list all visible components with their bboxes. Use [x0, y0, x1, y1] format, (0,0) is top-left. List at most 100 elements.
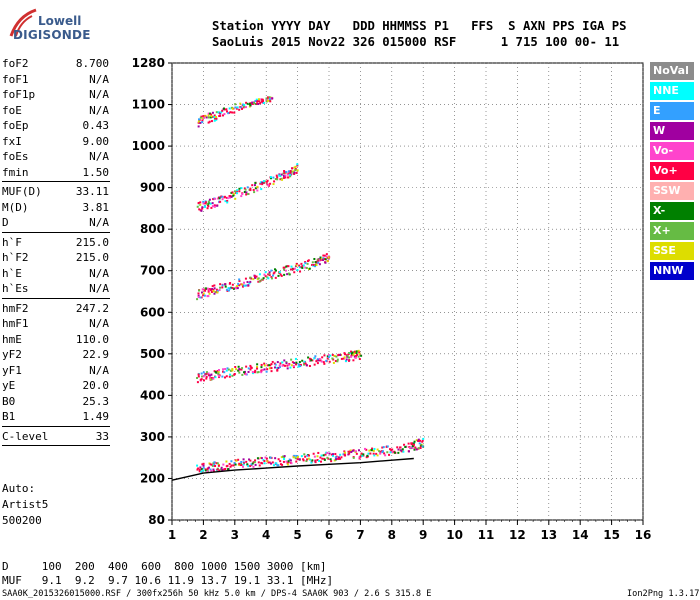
echo-dot — [249, 465, 252, 468]
echo-dot — [307, 259, 310, 262]
echo-dot — [196, 468, 199, 471]
echo-dot — [221, 195, 224, 198]
echo-dot — [325, 359, 328, 362]
auto-scaling-info: Auto: Artist5 500200 — [2, 481, 48, 529]
echo-dot — [267, 99, 270, 102]
echo-dot — [255, 275, 258, 278]
echo-dot — [210, 290, 213, 293]
echo-dot — [228, 195, 231, 198]
echo-dot — [367, 452, 370, 455]
echo-dot — [349, 351, 352, 354]
param-row: foF1p N/A — [2, 87, 110, 103]
legend-item: Vo+ — [650, 162, 694, 180]
echo-dot — [318, 459, 321, 462]
echo-dot — [375, 452, 378, 455]
echo-dot — [256, 363, 259, 366]
echo-dot — [278, 364, 281, 367]
echo-dot — [415, 448, 418, 451]
echo-dot — [292, 456, 295, 459]
auto-artist: Artist5 — [2, 498, 49, 511]
param-row: foF2 8.700 — [2, 56, 110, 72]
echo-dot — [197, 295, 200, 298]
echo-dot — [219, 283, 222, 286]
echo-dot — [309, 359, 312, 362]
echo-dot — [316, 362, 319, 365]
echo-dot — [197, 125, 200, 128]
param-name: C-level — [2, 429, 49, 443]
echo-dot — [337, 456, 340, 459]
x-tick-label: 8 — [388, 528, 396, 542]
echo-dot — [331, 353, 334, 356]
echo-dot — [238, 280, 241, 283]
echo-dot — [324, 258, 327, 261]
echo-dot — [270, 363, 273, 366]
param-row: fxI 9.00 — [2, 134, 110, 150]
file-info-line: SAA0K_2015326015000.RSF / 300fx256h 50 k… — [2, 589, 432, 599]
echo-dot — [267, 461, 270, 464]
echo-dot — [267, 277, 270, 280]
echo-dot — [259, 102, 262, 105]
echo-dot — [214, 376, 217, 379]
echo-dot — [319, 256, 322, 259]
echo-dot — [248, 458, 251, 461]
param-name: B0 — [2, 394, 16, 408]
echo-dot — [293, 454, 296, 457]
echo-dot — [403, 443, 406, 446]
echo-dot — [246, 463, 249, 466]
echo-dot — [199, 201, 202, 204]
echo-dot — [252, 278, 255, 281]
echo-dot — [326, 357, 329, 360]
echo-dot — [319, 359, 322, 362]
echo-dot — [221, 468, 224, 471]
echo-dot — [283, 266, 286, 269]
echo-dot — [213, 119, 216, 122]
echo-dot — [283, 174, 286, 177]
y-tick-label: 800 — [140, 222, 165, 236]
echo-dot — [207, 466, 210, 469]
echo-dot — [409, 446, 412, 449]
echo-dot — [205, 287, 208, 290]
echo-dot — [355, 352, 358, 355]
x-tick-label: 16 — [635, 528, 652, 542]
separator-line — [2, 297, 110, 299]
echo-dot — [234, 197, 237, 200]
echo-dot — [288, 458, 291, 461]
echo-dot — [297, 365, 300, 368]
echo-dot — [327, 353, 330, 356]
echo-dot — [268, 274, 271, 277]
echo-dot — [196, 381, 199, 384]
echo-dot — [232, 193, 235, 196]
echo-dot — [252, 465, 255, 468]
echo-dot — [271, 360, 274, 363]
echo-dot — [290, 364, 293, 367]
echo-dot — [272, 176, 275, 179]
echo-dot — [278, 271, 281, 274]
echo-dot — [204, 202, 207, 205]
echo-dot — [343, 352, 346, 355]
echo-dot — [228, 375, 231, 378]
param-name: MUF(D) — [2, 185, 42, 198]
echo-dot — [217, 464, 220, 467]
echo-dot — [287, 170, 290, 173]
param-row: MUF(D) 33.11 — [2, 184, 110, 200]
echo-dot — [273, 180, 276, 183]
echo-dot — [330, 460, 333, 463]
echo-dot — [222, 114, 225, 117]
echo-dot — [350, 451, 353, 454]
echo-dot — [213, 461, 216, 464]
y-tick-label: 1100 — [132, 98, 165, 112]
echo-dot — [215, 462, 218, 465]
echo-dot — [254, 187, 257, 190]
echo-dot — [421, 440, 424, 443]
echo-dot — [299, 270, 302, 273]
param-value: 25.3 — [82, 394, 110, 408]
echo-dot — [270, 277, 273, 280]
echo-dot — [298, 266, 301, 269]
echo-dot — [254, 369, 257, 372]
echo-dot — [264, 271, 267, 274]
echo-dot — [252, 461, 255, 464]
echo-dot — [322, 361, 325, 364]
echo-dot — [202, 294, 205, 297]
echo-dot — [254, 463, 257, 466]
echo-dot — [309, 358, 312, 361]
